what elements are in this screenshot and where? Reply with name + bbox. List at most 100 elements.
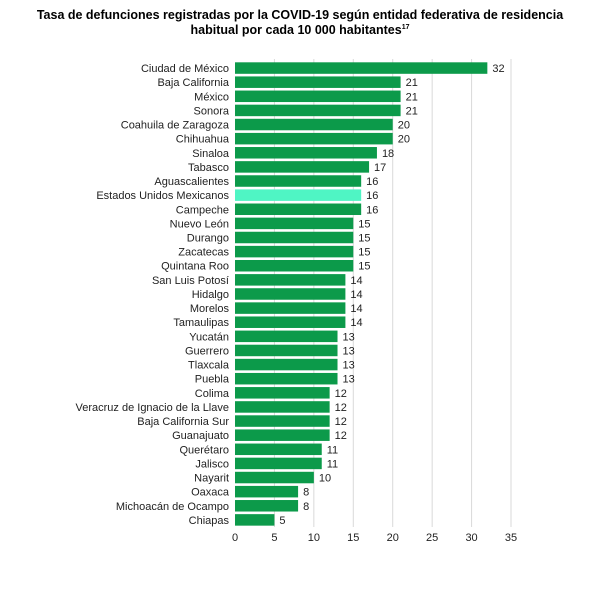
bar: [235, 274, 346, 286]
value-label: 14: [350, 289, 362, 301]
category-label: Chihuahua: [176, 134, 230, 146]
category-label: Guanajuato: [172, 430, 229, 442]
category-label: Tlaxcala: [188, 360, 230, 372]
category-label: Coahuila de Zaragoza: [121, 120, 230, 132]
x-tick-label: 30: [465, 532, 477, 544]
category-label: Durango: [187, 233, 229, 245]
value-label: 8: [303, 487, 309, 499]
category-label: Chiapas: [189, 515, 230, 527]
category-label: Tabasco: [188, 162, 229, 174]
bar: [235, 500, 299, 512]
category-label: Campeche: [176, 204, 229, 216]
bar: [235, 358, 338, 371]
bar: [235, 415, 330, 427]
category-label: Michoacán de Ocampo: [116, 501, 229, 513]
x-tick-label: 5: [271, 532, 277, 544]
category-labels: Ciudad de México Baja California México Son…: [76, 63, 230, 527]
bar: [235, 471, 314, 484]
value-labels: 32 21 21 21 20 20 18 17 16 16 16 15 15 15 15 14 14 14 14 13…: [279, 63, 504, 527]
bar: [235, 401, 330, 413]
x-tick-label: 25: [426, 532, 438, 544]
category-label: Jalisco: [195, 458, 229, 470]
value-label: 10: [319, 473, 331, 485]
category-label: Colima: [195, 388, 230, 400]
value-label: 32: [492, 63, 504, 75]
category-label: Querétaro: [179, 444, 229, 456]
x-tick-label: 10: [308, 532, 320, 544]
bar: [235, 316, 346, 328]
bar: [235, 259, 354, 272]
value-label: 15: [358, 247, 370, 259]
bar: [235, 118, 393, 131]
bar: [235, 203, 362, 216]
bar: [235, 485, 299, 498]
category-label: Tamaulipas: [173, 317, 229, 329]
value-label: 16: [366, 176, 378, 188]
category-label: Estados Unidos Mexicanos: [96, 190, 229, 202]
value-label: 16: [366, 204, 378, 216]
value-label: 8: [303, 501, 309, 513]
bar: [235, 132, 393, 145]
value-label: 11: [327, 458, 338, 470]
bar: [235, 344, 338, 357]
category-label: Guerrero: [185, 345, 229, 357]
category-label: Baja California: [157, 77, 229, 89]
value-label: 12: [335, 416, 347, 428]
bar: [235, 175, 362, 187]
category-label: Yucatán: [189, 331, 229, 343]
bar: [235, 189, 362, 201]
value-label: 15: [358, 218, 370, 230]
category-label: Nuevo León: [170, 218, 229, 230]
category-label: Oaxaca: [191, 487, 230, 499]
value-label: 21: [406, 105, 418, 117]
chart-title: Tasa de defunciones registradas por la C…: [0, 8, 600, 38]
value-label: 12: [335, 430, 347, 442]
bar: [235, 429, 330, 441]
x-tick-label: 35: [505, 532, 517, 544]
bar: [235, 147, 377, 159]
value-label: 12: [335, 402, 347, 414]
bars: [235, 62, 488, 526]
bar: [235, 90, 401, 103]
bar: [235, 330, 338, 343]
value-label: 14: [350, 275, 362, 287]
bar: [235, 217, 354, 230]
value-label: 14: [350, 317, 362, 329]
bar: [235, 288, 346, 300]
bar: [235, 387, 330, 399]
value-label: 17: [374, 162, 386, 174]
value-label: 21: [406, 77, 418, 89]
category-label: Baja California Sur: [137, 416, 229, 428]
bar: [235, 372, 338, 385]
bar: [235, 514, 275, 526]
category-label: San Luis Potosí: [152, 275, 229, 287]
bar: [235, 62, 488, 74]
value-label: 11: [327, 444, 338, 456]
category-label: Quintana Roo: [161, 261, 229, 273]
chart-title-line2-wrap: habitual por cada 10 000 habitantes17: [0, 23, 600, 38]
value-label: 18: [382, 148, 394, 160]
bar: [235, 104, 401, 117]
bar: [235, 231, 354, 244]
bar: [235, 76, 401, 88]
category-label: Aguascalientes: [154, 176, 229, 188]
chart-title-line1: Tasa de defunciones registradas por la C…: [36, 8, 564, 22]
category-label: Zacatecas: [178, 247, 229, 259]
value-label: 14: [350, 303, 362, 315]
value-label: 16: [366, 190, 378, 202]
bar: [235, 302, 346, 314]
category-label: México: [194, 91, 229, 103]
value-label: 20: [398, 120, 410, 132]
category-label: Sinaloa: [192, 148, 230, 160]
value-label: 13: [343, 331, 355, 343]
category-label: Morelos: [190, 303, 230, 315]
x-tick-label: 0: [232, 532, 238, 544]
value-label: 13: [343, 345, 355, 357]
bar: [235, 245, 354, 258]
chart-title-superscript: 17: [401, 23, 410, 31]
value-label: 5: [279, 515, 285, 527]
category-label: Veracruz de Ignacio de la Llave: [76, 402, 230, 414]
value-label: 13: [343, 374, 355, 386]
category-label: Puebla: [195, 374, 230, 386]
